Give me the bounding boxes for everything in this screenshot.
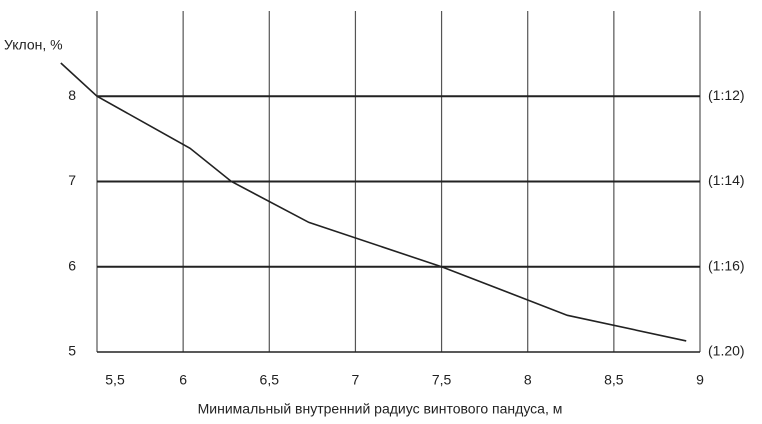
y-tick-label: 6: [68, 257, 76, 273]
y2-tick-label: (1.20): [708, 343, 745, 359]
x-tick-label: 9: [696, 372, 704, 388]
y-tick-label: 7: [68, 172, 76, 188]
y2-tick-label: (1:12): [708, 87, 745, 103]
x-tick-label: 6: [179, 372, 187, 388]
x-tick-label: 5,5: [105, 372, 125, 388]
line: [60, 62, 687, 342]
x-tick-label: 7: [352, 372, 360, 388]
x-tick-label: 8: [524, 372, 532, 388]
x-axis-label: Минимальный внутренний радиус винтового …: [198, 401, 563, 417]
x-tick-label: 7,5: [432, 372, 452, 388]
y-axis-label: Уклон, %: [4, 37, 63, 53]
x-tick-label: 8,5: [604, 372, 624, 388]
y-tick-label: 5: [68, 343, 76, 359]
y2-tick-label: (1:16): [708, 257, 745, 273]
y-tick-label: 8: [68, 87, 76, 103]
y2-tick-label: (1:14): [708, 172, 745, 188]
x-tick-label: 6,5: [260, 372, 280, 388]
